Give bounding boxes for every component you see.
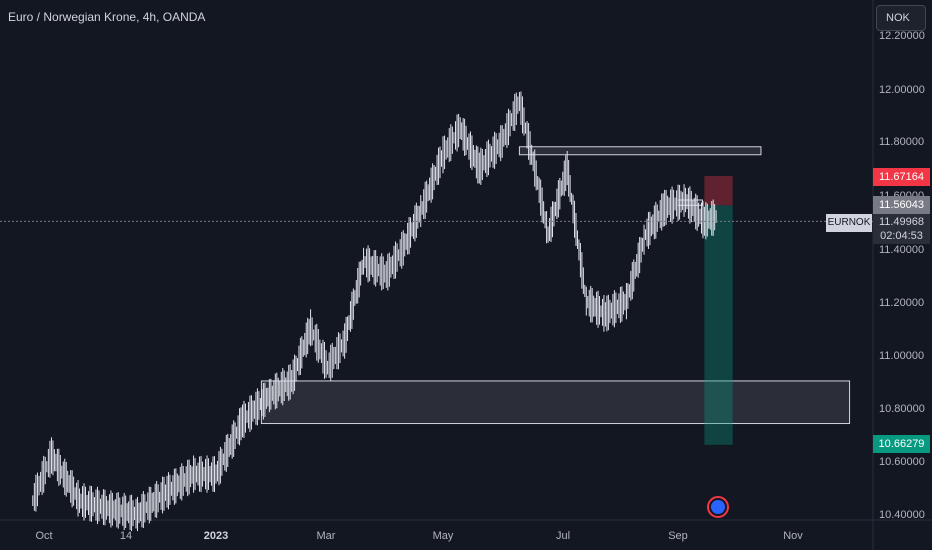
last-price-label: 11.49968 02:04:53: [873, 214, 930, 244]
x-tick-label: Sep: [668, 530, 688, 542]
target-price-label: 10.66279: [873, 435, 930, 453]
y-tick-label: 10.40000: [879, 509, 925, 521]
y-tick-label: 10.60000: [879, 456, 925, 468]
x-tick-label: May: [433, 530, 454, 542]
support-zone[interactable]: [260, 380, 851, 425]
currency-button[interactable]: NOK: [876, 5, 926, 31]
y-tick-label: 11.20000: [879, 297, 924, 309]
countdown-timer: 02:04:53: [880, 230, 923, 242]
resistance-zone[interactable]: [518, 146, 762, 156]
x-tick-label: Nov: [783, 530, 803, 542]
current-price-label: 11.56043: [873, 196, 930, 214]
x-tick-label: Jul: [556, 530, 570, 542]
y-tick-label: 10.80000: [879, 403, 925, 415]
x-tick-label: 14: [120, 530, 132, 542]
event-icon-inner: [711, 500, 725, 514]
take-profit-zone[interactable]: [704, 205, 733, 445]
x-tick-label: 2023: [204, 530, 228, 542]
x-tick-label: Mar: [317, 530, 336, 542]
y-tick-label: 11.40000: [879, 244, 924, 256]
chart-title: Euro / Norwegian Krone, 4h, OANDA: [8, 10, 206, 24]
stop-loss-zone[interactable]: [704, 176, 733, 206]
symbol-label: EURNOK: [826, 214, 872, 232]
y-tick-label: 12.00000: [879, 84, 925, 96]
last-price-value: 11.49968: [878, 216, 925, 228]
y-tick-label: 11.00000: [879, 350, 924, 362]
x-tick-label: Oct: [35, 530, 52, 542]
y-tick-label: 12.20000: [879, 30, 925, 42]
stop-price-label: 11.67164: [873, 168, 930, 186]
y-tick-label: 11.80000: [879, 136, 924, 148]
